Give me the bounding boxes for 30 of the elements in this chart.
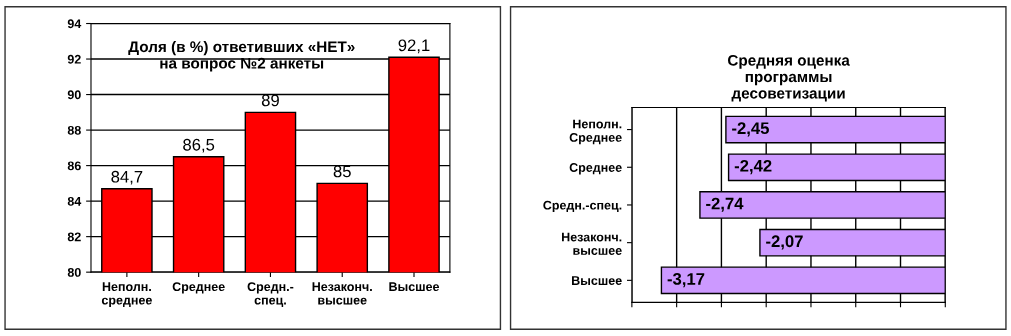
text: Доля (в %) ответивших «НЕТ» на вопрос №2 анкеты <box>128 40 355 72</box>
y-tick-label: Высшее <box>572 276 622 285</box>
y-tick-label: Неполн. Среднее <box>569 119 622 145</box>
x-tick-label: Среднее <box>172 282 225 294</box>
data-label: -2,07 <box>766 235 803 250</box>
data-label: -3,17 <box>667 273 705 288</box>
y-tick-label: Средн.-спец. <box>543 200 622 213</box>
data-label: -2,42 <box>734 159 772 175</box>
y-tick-label: Незаконч. высшее <box>562 232 622 255</box>
data-label: -2,74 <box>706 197 744 212</box>
data-label: 89 <box>261 94 279 107</box>
y-tick-label: 82 <box>67 232 81 242</box>
y-tick-label: Среднее <box>569 163 622 175</box>
data-label: 84,7 <box>111 170 143 185</box>
data-label: 85 <box>333 165 351 178</box>
y-tick-label: 80 <box>67 267 81 277</box>
data-label: -2,45 <box>732 122 769 137</box>
x-tick-label: Средн.- спец. <box>247 282 294 307</box>
y-tick-label: 84 <box>67 196 82 206</box>
y-tick-label: 86 <box>67 161 81 171</box>
x-tick-label: Незаконч. высшее <box>312 282 372 305</box>
chart-title: Средняя оценка программы десоветизации <box>727 54 850 102</box>
data-label: 92,1 <box>398 39 430 54</box>
y-tick-label: 88 <box>67 125 81 135</box>
x-tick-label: Неполн. среднее <box>101 282 152 307</box>
x-tick-label: Высшее <box>389 282 440 292</box>
data-label: 86,5 <box>183 138 215 153</box>
y-tick-label: 90 <box>67 90 81 100</box>
y-tick-label: 94 <box>67 19 82 29</box>
y-tick-label: 92 <box>67 54 81 64</box>
